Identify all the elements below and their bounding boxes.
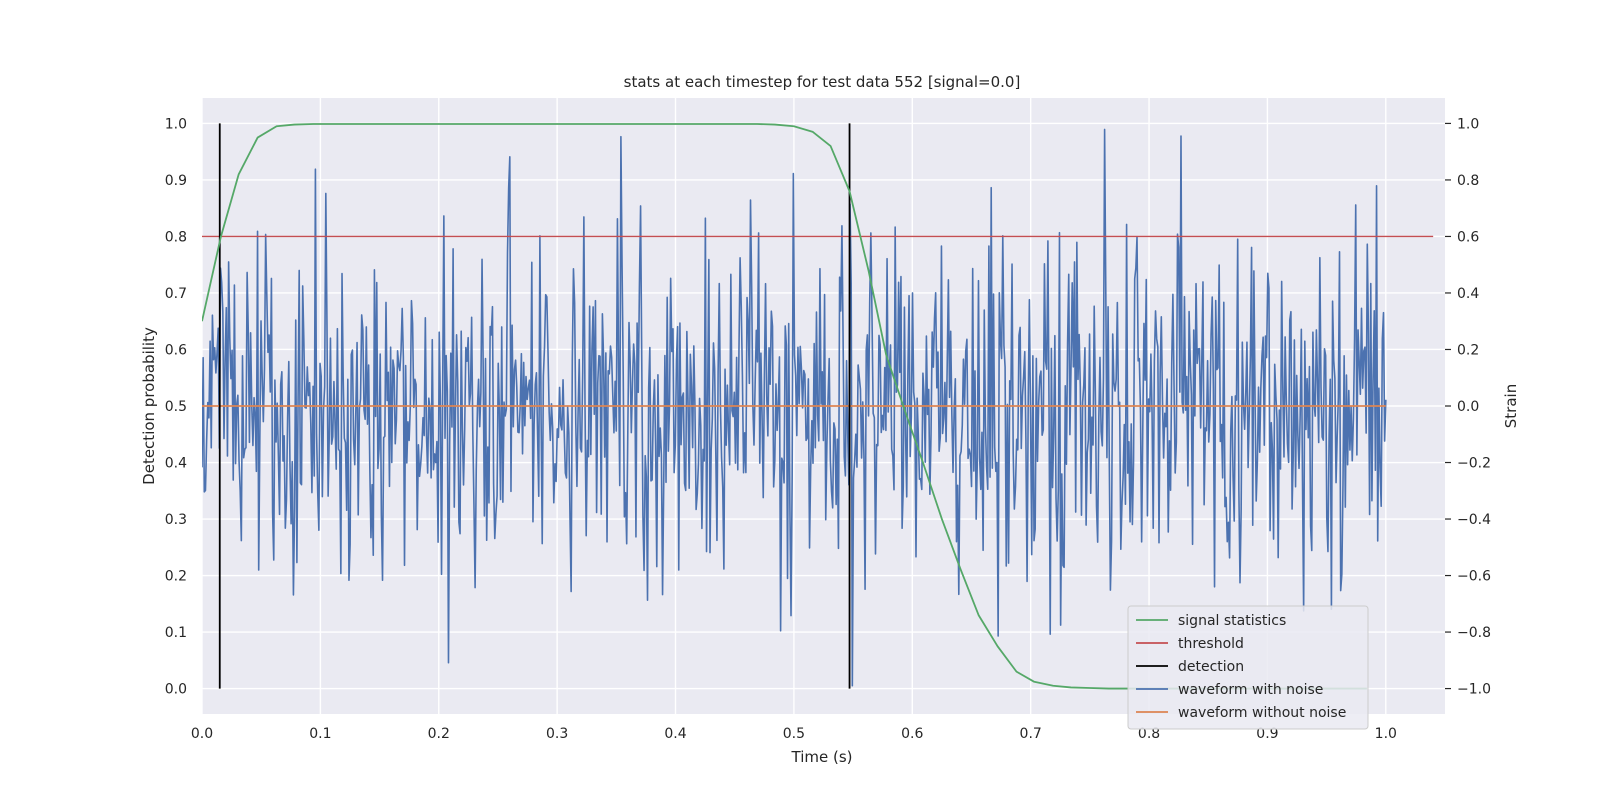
y-left-axis-label: Detection probability [140,327,158,485]
legend-entry: waveform without noise [1178,705,1346,721]
y-right-tick-label: 0.2 [1457,342,1479,358]
x-tick-label: 0.6 [901,726,923,742]
series-signal-statistics [202,123,1367,690]
y-left-tick-label: 0.4 [165,456,187,472]
y-right-tick-label: −0.4 [1457,512,1491,528]
x-tick-label: 0.5 [783,726,805,742]
legend: signal statistics threshold detection wavef… [1127,605,1369,730]
y-right-tick-label: −0.6 [1457,569,1491,585]
x-tick-label: 0.0 [191,726,213,742]
x-tick-label: 1.0 [1375,726,1397,742]
y-left-tick-label: 0.3 [165,512,187,528]
legend-box [1127,605,1369,730]
chart-title: stats at each timestep for test data 552… [624,73,1021,91]
y-left-tick-label: 0.6 [165,342,187,358]
x-axis-label: Time (s) [791,748,853,766]
legend-entry: threshold [1178,636,1244,652]
y-left-tick-label: 0.0 [165,682,187,698]
y-right-tick-label: 0.4 [1457,286,1479,302]
y-right-tick-label: 0.8 [1457,173,1479,189]
x-tick-label: 0.1 [309,726,331,742]
y-left-tick-label: 0.1 [165,625,187,641]
y-left-tick-label: 0.2 [165,569,187,585]
y-left-axis-ticks: 0.0 0.1 0.2 0.3 0.4 0.5 0.6 0.7 0.8 0.9 1.0 [165,116,187,697]
y-right-axis-label: Strain [1502,384,1520,428]
y-right-tick-label: 1.0 [1457,116,1479,132]
legend-entry: signal statistics [1178,613,1286,629]
y-left-tick-label: 0.8 [165,229,187,245]
y-right-tick-label: 0.0 [1457,399,1479,415]
legend-entry: detection [1178,659,1244,675]
x-tick-label: 0.8 [1138,726,1160,742]
y-left-tick-label: 0.7 [165,286,187,302]
y-right-tick-label: −0.8 [1457,625,1491,641]
series-waveform-with-noise [202,128,1387,687]
x-tick-label: 0.2 [428,726,450,742]
x-axis-ticks: 0.0 0.1 0.2 0.3 0.4 0.5 0.6 0.7 0.8 0.9 1.0 [191,726,1397,742]
series-layer [202,123,1434,690]
y-left-tick-label: 1.0 [165,116,187,132]
x-tick-label: 0.4 [664,726,686,742]
y-right-tick-label: −0.2 [1457,456,1491,472]
legend-entry: waveform with noise [1178,682,1323,698]
y-right-tick-label: 0.6 [1457,229,1479,245]
y-left-tick-label: 0.5 [165,399,187,415]
y-right-axis-ticks: −1.0 −0.8 −0.6 −0.4 −0.2 0.0 0.2 0.4 0.6 0.8 1.0 [1445,116,1491,698]
y-right-tick-label: −1.0 [1457,682,1491,698]
x-tick-label: 0.9 [1256,726,1278,742]
x-tick-label: 0.3 [546,726,568,742]
x-tick-label: 0.7 [1020,726,1042,742]
y-left-tick-label: 0.9 [165,173,187,189]
